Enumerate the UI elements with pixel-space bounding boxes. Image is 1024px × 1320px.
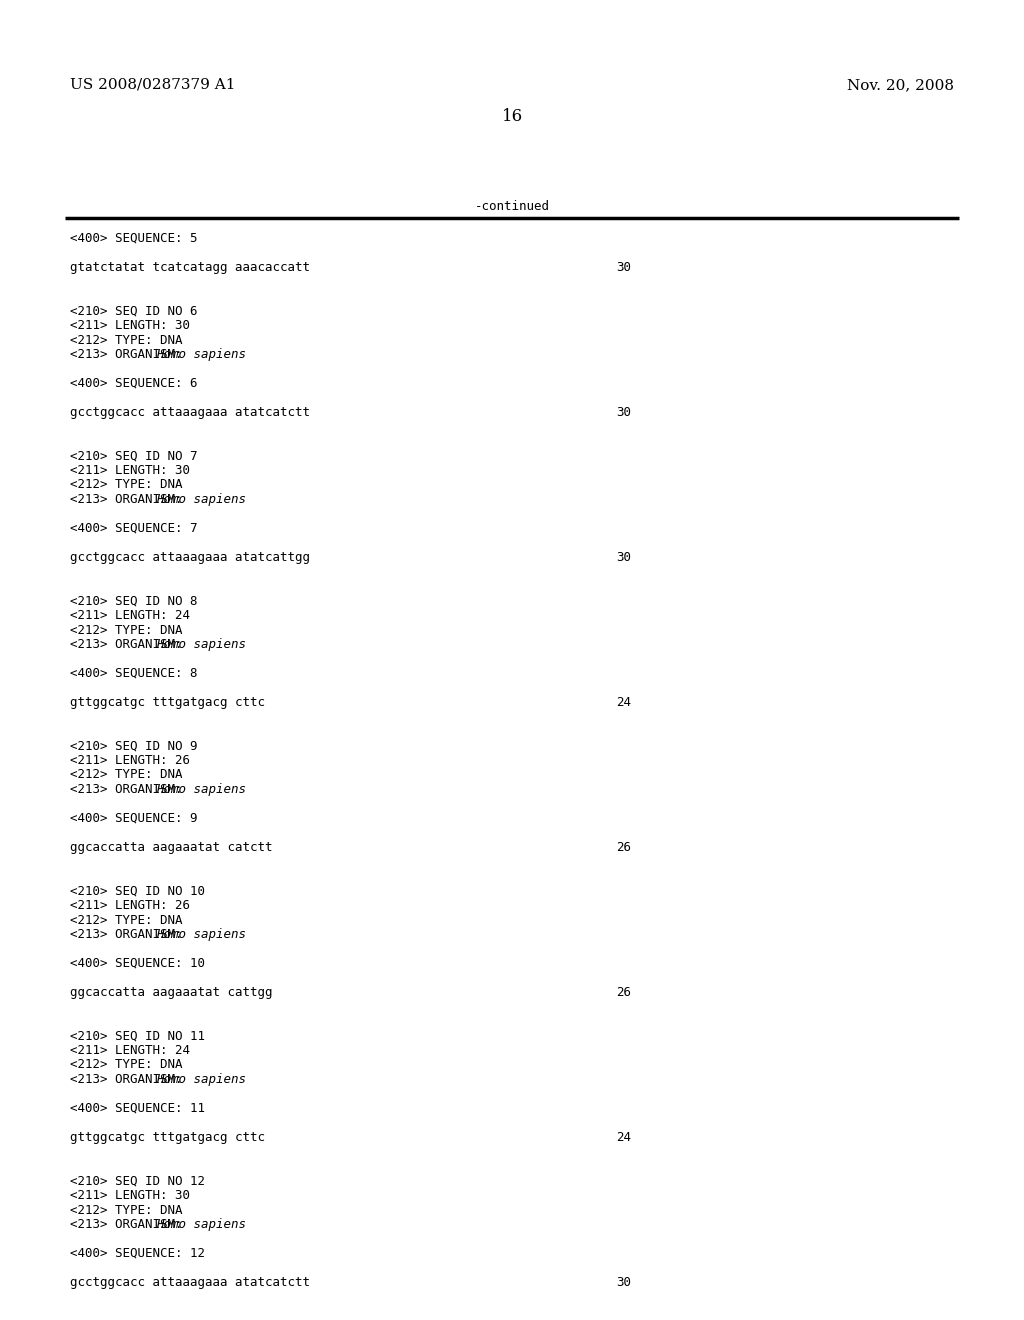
Text: <211> LENGTH: 26: <211> LENGTH: 26 (70, 899, 189, 912)
Text: <213> ORGANISM:: <213> ORGANISM: (70, 638, 189, 651)
Text: <210> SEQ ID NO 6: <210> SEQ ID NO 6 (70, 305, 198, 318)
Text: Nov. 20, 2008: Nov. 20, 2008 (847, 78, 954, 92)
Text: <400> SEQUENCE: 12: <400> SEQUENCE: 12 (70, 1247, 205, 1261)
Text: 30: 30 (616, 1276, 632, 1290)
Text: <212> TYPE: DNA: <212> TYPE: DNA (70, 913, 182, 927)
Text: 26: 26 (616, 841, 632, 854)
Text: <212> TYPE: DNA: <212> TYPE: DNA (70, 1059, 182, 1072)
Text: <213> ORGANISM:: <213> ORGANISM: (70, 348, 189, 360)
Text: gtatctatat tcatcatagg aaacaccatt: gtatctatat tcatcatagg aaacaccatt (70, 261, 309, 275)
Text: <400> SEQUENCE: 5: <400> SEQUENCE: 5 (70, 232, 198, 246)
Text: <400> SEQUENCE: 10: <400> SEQUENCE: 10 (70, 957, 205, 970)
Text: <211> LENGTH: 30: <211> LENGTH: 30 (70, 319, 189, 333)
Text: <211> LENGTH: 24: <211> LENGTH: 24 (70, 609, 189, 622)
Text: <400> SEQUENCE: 7: <400> SEQUENCE: 7 (70, 521, 198, 535)
Text: 30: 30 (616, 261, 632, 275)
Text: <210> SEQ ID NO 7: <210> SEQ ID NO 7 (70, 450, 198, 462)
Text: Homo sapiens: Homo sapiens (157, 638, 246, 651)
Text: 24: 24 (616, 696, 632, 709)
Text: 30: 30 (616, 550, 632, 564)
Text: <400> SEQUENCE: 9: <400> SEQUENCE: 9 (70, 812, 198, 825)
Text: Homo sapiens: Homo sapiens (157, 348, 246, 360)
Text: Homo sapiens: Homo sapiens (157, 492, 246, 506)
Text: Homo sapiens: Homo sapiens (157, 1218, 246, 1232)
Text: <212> TYPE: DNA: <212> TYPE: DNA (70, 479, 182, 491)
Text: <212> TYPE: DNA: <212> TYPE: DNA (70, 768, 182, 781)
Text: ggcaccatta aagaaatat cattgg: ggcaccatta aagaaatat cattgg (70, 986, 272, 999)
Text: <213> ORGANISM:: <213> ORGANISM: (70, 492, 189, 506)
Text: <213> ORGANISM:: <213> ORGANISM: (70, 1073, 189, 1086)
Text: <213> ORGANISM:: <213> ORGANISM: (70, 928, 189, 941)
Text: <212> TYPE: DNA: <212> TYPE: DNA (70, 623, 182, 636)
Text: <210> SEQ ID NO 10: <210> SEQ ID NO 10 (70, 884, 205, 898)
Text: <211> LENGTH: 30: <211> LENGTH: 30 (70, 1189, 189, 1203)
Text: <212> TYPE: DNA: <212> TYPE: DNA (70, 334, 182, 346)
Text: Homo sapiens: Homo sapiens (157, 928, 246, 941)
Text: 26: 26 (616, 986, 632, 999)
Text: <210> SEQ ID NO 11: <210> SEQ ID NO 11 (70, 1030, 205, 1043)
Text: gcctggcacc attaaagaaa atatcattgg: gcctggcacc attaaagaaa atatcattgg (70, 550, 309, 564)
Text: 24: 24 (616, 1131, 632, 1144)
Text: US 2008/0287379 A1: US 2008/0287379 A1 (70, 78, 236, 92)
Text: <210> SEQ ID NO 8: <210> SEQ ID NO 8 (70, 594, 198, 607)
Text: 30: 30 (616, 407, 632, 418)
Text: <211> LENGTH: 24: <211> LENGTH: 24 (70, 1044, 189, 1057)
Text: gttggcatgc tttgatgacg cttc: gttggcatgc tttgatgacg cttc (70, 1131, 264, 1144)
Text: Homo sapiens: Homo sapiens (157, 1073, 246, 1086)
Text: 16: 16 (502, 108, 522, 125)
Text: ggcaccatta aagaaatat catctt: ggcaccatta aagaaatat catctt (70, 841, 272, 854)
Text: <210> SEQ ID NO 12: <210> SEQ ID NO 12 (70, 1175, 205, 1188)
Text: gcctggcacc attaaagaaa atatcatctt: gcctggcacc attaaagaaa atatcatctt (70, 1276, 309, 1290)
Text: <400> SEQUENCE: 11: <400> SEQUENCE: 11 (70, 1102, 205, 1115)
Text: -continued: -continued (474, 201, 550, 213)
Text: <210> SEQ ID NO 9: <210> SEQ ID NO 9 (70, 739, 198, 752)
Text: <213> ORGANISM:: <213> ORGANISM: (70, 1218, 189, 1232)
Text: <400> SEQUENCE: 8: <400> SEQUENCE: 8 (70, 667, 198, 680)
Text: <212> TYPE: DNA: <212> TYPE: DNA (70, 1204, 182, 1217)
Text: Homo sapiens: Homo sapiens (157, 783, 246, 796)
Text: gcctggcacc attaaagaaa atatcatctt: gcctggcacc attaaagaaa atatcatctt (70, 407, 309, 418)
Text: <213> ORGANISM:: <213> ORGANISM: (70, 783, 189, 796)
Text: <211> LENGTH: 30: <211> LENGTH: 30 (70, 465, 189, 477)
Text: <400> SEQUENCE: 6: <400> SEQUENCE: 6 (70, 378, 198, 389)
Text: <211> LENGTH: 26: <211> LENGTH: 26 (70, 754, 189, 767)
Text: gttggcatgc tttgatgacg cttc: gttggcatgc tttgatgacg cttc (70, 696, 264, 709)
